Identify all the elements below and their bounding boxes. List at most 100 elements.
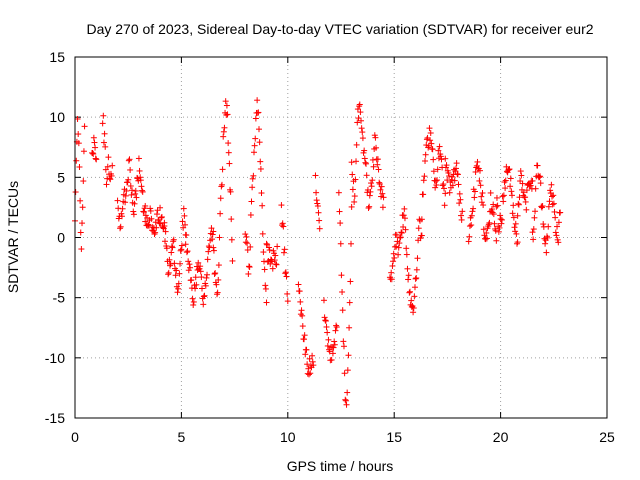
data-point	[405, 276, 412, 283]
data-point	[102, 143, 109, 150]
data-point	[367, 188, 374, 195]
data-point	[420, 191, 427, 198]
data-point	[452, 165, 459, 172]
data-point	[358, 117, 365, 124]
data-point	[548, 181, 555, 188]
data-point	[123, 187, 130, 194]
data-point	[162, 228, 169, 235]
data-point	[158, 214, 165, 221]
data-point	[454, 171, 461, 178]
data-point	[118, 213, 125, 220]
data-point	[380, 194, 387, 201]
data-point	[80, 178, 87, 185]
data-point	[493, 237, 500, 244]
data-point	[403, 251, 410, 258]
data-point	[103, 181, 110, 188]
data-point	[107, 176, 114, 183]
data-point	[458, 212, 465, 219]
data-point	[370, 163, 377, 170]
data-point	[129, 187, 136, 194]
data-point	[494, 202, 501, 209]
data-point	[323, 323, 330, 330]
data-point	[552, 214, 559, 221]
data-point	[263, 299, 270, 306]
data-point	[80, 148, 87, 155]
data-point	[81, 123, 88, 130]
data-point	[322, 317, 329, 324]
data-point	[393, 243, 400, 250]
data-point	[322, 317, 329, 324]
data-point	[131, 200, 138, 207]
data-point	[100, 139, 107, 146]
data-point	[527, 182, 534, 189]
data-point	[362, 159, 369, 166]
data-point	[139, 187, 146, 194]
data-point	[488, 206, 495, 213]
data-point	[147, 207, 154, 214]
data-point	[390, 250, 397, 257]
data-point	[480, 202, 487, 209]
data-point	[342, 397, 349, 404]
data-point	[215, 276, 222, 283]
data-point	[508, 192, 515, 199]
chart-title: Day 270 of 2023, Sidereal Day-to-day VTE…	[86, 21, 593, 37]
data-point	[400, 212, 407, 219]
data-point	[142, 202, 149, 209]
data-point	[218, 181, 225, 188]
data-point	[333, 324, 340, 331]
data-point	[73, 157, 80, 164]
data-point	[366, 203, 373, 210]
data-point	[547, 187, 554, 194]
data-point	[77, 229, 84, 236]
data-point	[530, 226, 537, 233]
data-point	[252, 135, 259, 142]
data-point	[485, 221, 492, 228]
data-point	[280, 223, 287, 230]
data-point	[498, 220, 505, 227]
data-point	[304, 361, 311, 368]
data-point	[374, 161, 381, 168]
data-point	[262, 282, 269, 289]
data-point	[338, 272, 345, 279]
data-point	[309, 352, 316, 359]
data-point	[209, 236, 216, 243]
data-point	[173, 267, 180, 274]
data-point	[135, 155, 142, 162]
data-point	[283, 273, 290, 280]
y-tick-label: 0	[57, 230, 65, 246]
data-point	[513, 230, 520, 237]
data-point	[247, 243, 254, 250]
data-point	[378, 183, 385, 190]
data-point	[501, 179, 508, 186]
data-point	[529, 229, 536, 236]
data-point	[340, 343, 347, 350]
data-point	[469, 208, 476, 215]
data-point	[506, 166, 513, 173]
data-point	[133, 194, 140, 201]
data-point	[497, 216, 504, 223]
data-point	[193, 281, 200, 288]
data-point	[274, 243, 281, 250]
data-point	[480, 226, 487, 233]
data-point	[487, 189, 494, 196]
data-point	[201, 292, 208, 299]
data-point	[545, 223, 552, 230]
data-point	[368, 183, 375, 190]
data-point	[257, 165, 264, 172]
data-point	[337, 240, 344, 247]
data-point	[127, 183, 134, 190]
data-point	[171, 260, 178, 267]
data-point	[474, 158, 481, 165]
data-point	[307, 370, 314, 377]
data-point	[427, 137, 434, 144]
data-point	[259, 230, 266, 237]
data-point	[390, 258, 397, 265]
data-point	[219, 166, 226, 173]
data-point	[379, 204, 386, 211]
data-point	[497, 212, 504, 219]
data-point	[446, 173, 453, 180]
data-point	[442, 190, 449, 197]
data-point	[344, 389, 351, 396]
data-point	[352, 176, 359, 183]
